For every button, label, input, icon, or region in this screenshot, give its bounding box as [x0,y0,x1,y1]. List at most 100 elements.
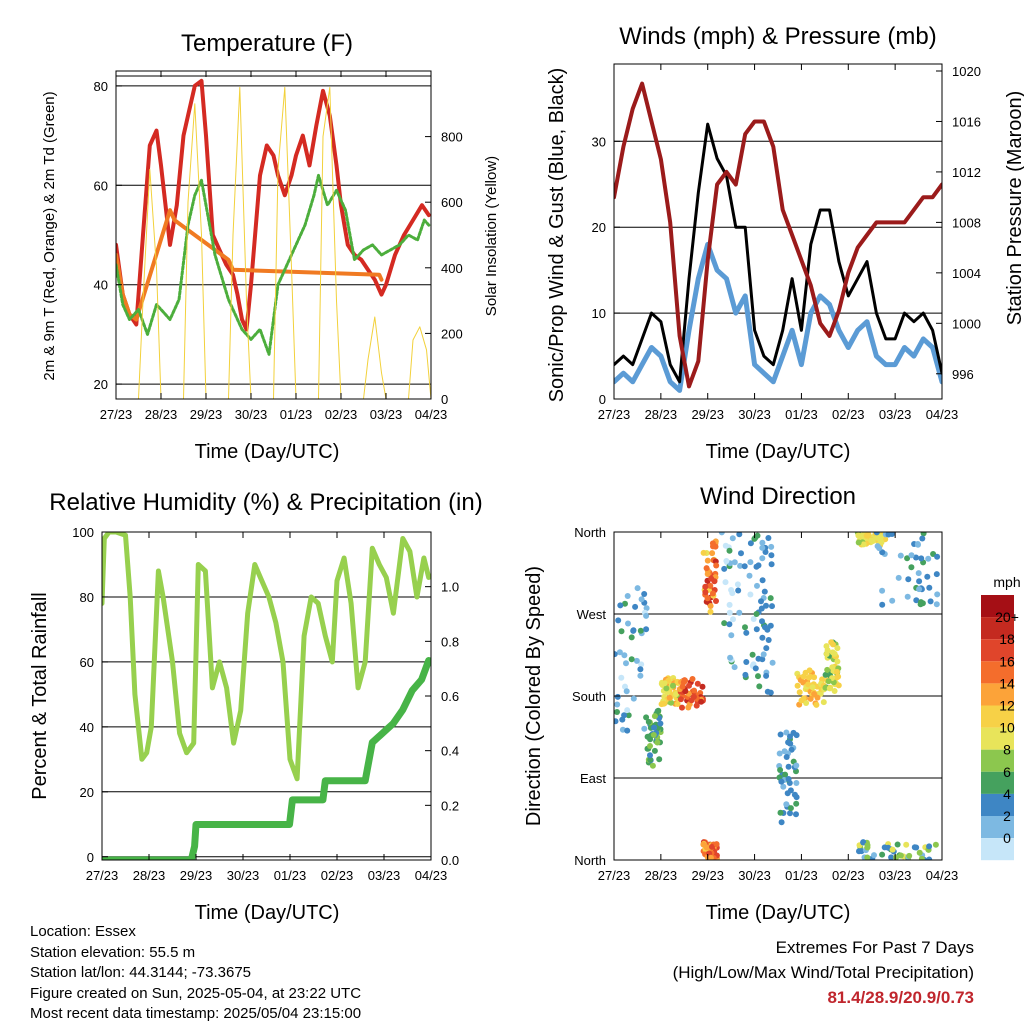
direction-point [835,682,842,689]
direction-point [783,729,790,736]
direction-point [793,800,800,807]
direction-point [614,651,618,658]
direction-point [729,590,736,597]
extremes-subheading: (High/Low/Max Wind/Total Precipitation) [672,963,974,982]
x-tick-label: 30/23 [738,868,771,883]
series-station-pressure [614,81,942,389]
direction-point [637,672,644,679]
direction-point [811,691,818,697]
station-location: Location: Essex [30,923,136,940]
y-right-tick-label: 1020 [952,64,981,79]
y-right-tick-label: 400 [441,261,463,276]
direction-point [698,698,705,705]
direction-point [721,565,728,572]
y-right-tick-label: 996 [952,367,974,382]
direction-point [702,583,709,590]
x-tick-label: 04/23 [926,407,959,422]
y-tick-label: West [577,607,607,622]
x-tick-label: 29/23 [691,407,724,422]
y-right-tick-label: 200 [441,326,463,341]
direction-point [916,586,923,593]
y-tick-label: 60 [94,178,108,193]
direction-point [747,540,754,547]
direction-point [924,573,931,580]
direction-point [729,535,736,542]
direction-point [871,852,877,859]
direction-point [728,632,735,639]
y-axis-right: 996 1000 1004 1008 1012 1016 1020 [936,64,981,382]
y-tick-label: 60 [80,655,94,670]
direction-point [784,790,791,797]
direction-point [753,626,760,633]
direction-point [726,601,733,608]
y-right-tick-label: 1000 [952,316,981,331]
direction-point [614,718,619,725]
direction-point [920,532,927,537]
direction-point [670,682,676,689]
direction-point [915,541,921,548]
x-tick-label: 03/23 [879,868,912,883]
y-right-tick-label: 0.2 [441,798,459,813]
direction-point [769,603,775,610]
direction-point [835,673,842,680]
y-tick-label: 80 [94,79,108,94]
extremes-values: 81.4/28.9/20.9/0.73 [827,988,974,1007]
direction-point [643,612,650,619]
winds-ylabel-left: Sonic/Prop Wind & Gust (Blue, Black) [546,68,568,403]
direction-point [885,532,892,538]
direction-point [738,550,744,557]
direction-point [881,844,888,851]
direction-point [628,634,635,641]
colorbar-label: 8 [1003,742,1011,758]
y-right-tick-label: 800 [441,130,463,145]
colorbar-title: mph [993,574,1020,590]
plot-area [614,81,942,393]
direction-point [694,680,701,687]
direction-point [782,771,789,778]
direction-panel: Wind Direction Time (Day/UTC) Direction … [523,483,1021,924]
series-sonic-prop-wind [614,241,942,393]
humidity-xlabel: Time (Day/UTC) [195,902,340,924]
direction-point [873,532,880,536]
x-tick-label: 04/23 [415,868,448,883]
temperature-ylabel-left: 2m & 9m T (Red, Orange) & 2m Td (Green) [41,91,58,380]
x-tick-label: 28/23 [145,407,178,422]
colorbar-label: 16 [999,653,1015,669]
direction-point [656,756,663,763]
direction-point [655,707,662,714]
y-tick-label: 80 [80,590,94,605]
direction-point [915,570,922,577]
direction-point [686,682,692,689]
direction-point [879,601,886,608]
y-tick-label: North [574,853,606,868]
y-right-tick-label: 1.0 [441,580,459,595]
direction-point [806,674,812,681]
x-tick-label: 03/23 [879,407,912,422]
direction-point [702,589,709,596]
direction-point [730,616,736,623]
colorbar-label: 0 [1003,830,1011,846]
direction-point [707,608,714,615]
direction-point [895,574,902,581]
direction-point [756,683,763,690]
colorbar-label: 14 [999,675,1015,691]
direction-point [736,532,743,538]
direction-point [916,849,923,856]
direction-point [869,538,876,545]
direction-point [753,563,760,570]
direction-point [637,666,644,673]
figure-created: Figure created on Sun, 2025-05-04, at 23… [30,984,362,1002]
direction-point [783,754,790,760]
y-right-tick-label: 1012 [952,165,981,180]
temperature-xlabel: Time (Day/UTC) [195,441,340,463]
direction-point [908,552,915,559]
winds-ylabel-right: Station Pressure (Maroon) [1004,91,1024,326]
direction-point [831,650,838,657]
direction-point [615,617,622,624]
direction-point [834,645,841,652]
direction-point [860,839,867,846]
direction-point [657,720,664,727]
direction-point [758,598,764,605]
direction-point [616,649,623,656]
direction-point [767,622,774,629]
